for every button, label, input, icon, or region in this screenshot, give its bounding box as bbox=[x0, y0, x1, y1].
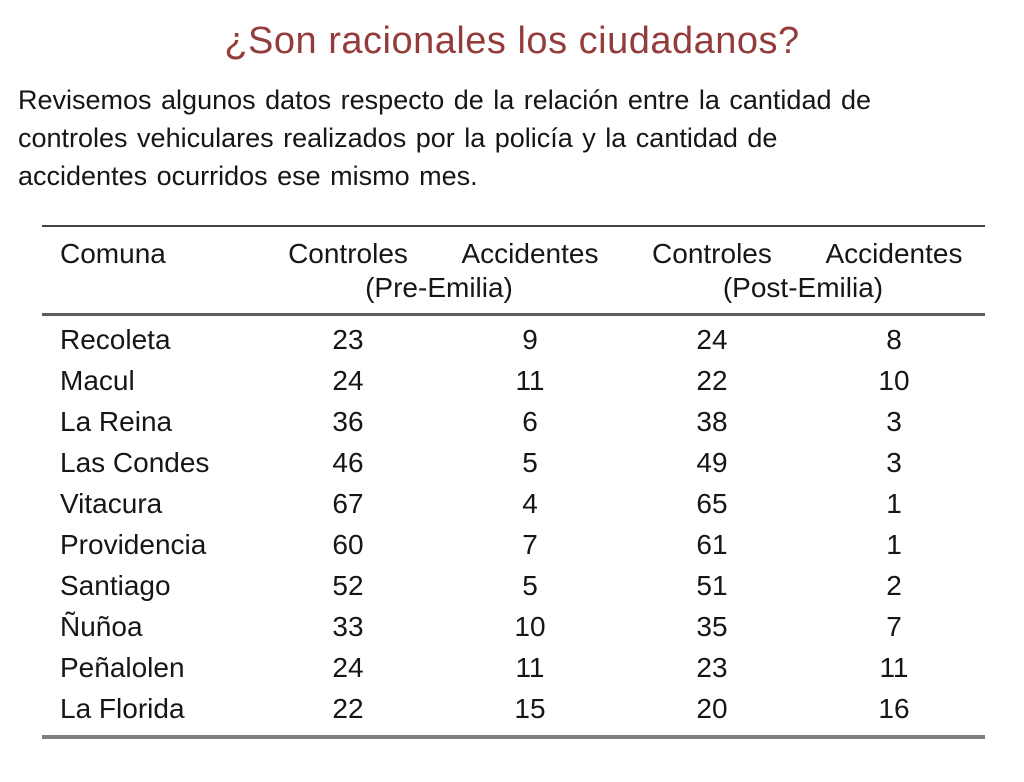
intro-line: Revisemos algunos datos respecto de la r… bbox=[18, 85, 872, 115]
comuna-cell: Macul bbox=[60, 365, 135, 396]
slide: ¿Son racionales los ciudadanos? Revisemo… bbox=[0, 20, 1024, 782]
value-cell: 16 bbox=[802, 688, 985, 739]
value-cell: 65 bbox=[696, 488, 728, 519]
value-cell: 60 bbox=[332, 529, 364, 560]
value-cell: 22 bbox=[257, 688, 439, 739]
value-cell: 1 bbox=[886, 488, 902, 519]
group-header-pre-emilia: (Pre-Emilia) bbox=[257, 271, 621, 316]
col-header-comuna: Comuna bbox=[42, 225, 257, 271]
value-cell: 11 bbox=[515, 652, 545, 683]
value-cell: 24 bbox=[332, 365, 364, 396]
value-cell: 11 bbox=[515, 365, 545, 396]
value-cell: 49 bbox=[696, 447, 728, 478]
table-header-row: Comuna Controles Accidentes Controles Ac… bbox=[42, 225, 985, 271]
value-cell: 10 bbox=[878, 365, 910, 396]
intro-line: accidentes ocurridos ese mismo mes. bbox=[18, 161, 478, 191]
value-cell: 2 bbox=[886, 570, 902, 601]
col-header-accidentes-pre: Accidentes bbox=[438, 225, 621, 271]
table-subheader-row: (Pre-Emilia) (Post-Emilia) bbox=[42, 271, 985, 316]
value-cell: 7 bbox=[522, 529, 538, 560]
value-cell: 8 bbox=[886, 324, 902, 355]
value-cell: 3 bbox=[886, 447, 902, 478]
comuna-cell: Las Condes bbox=[60, 447, 210, 478]
comuna-cell: Peñalolen bbox=[60, 652, 185, 683]
comuna-cell: Recoleta bbox=[60, 324, 171, 355]
col-header-controles-post: Controles bbox=[620, 225, 803, 271]
table-row: Providencia 60 7 61 1 bbox=[42, 524, 985, 565]
comuna-cell: La Reina bbox=[60, 406, 173, 437]
value-cell: 46 bbox=[332, 447, 364, 478]
value-cell: 6 bbox=[522, 406, 538, 437]
value-cell: 24 bbox=[332, 652, 364, 683]
slide-title: ¿Son racionales los ciudadanos? bbox=[224, 20, 800, 62]
comuna-cell: Santiago bbox=[60, 570, 171, 601]
value-cell: 7 bbox=[886, 611, 902, 642]
table-row: Recoleta 23 9 24 8 bbox=[42, 315, 985, 361]
comuna-cell: Vitacura bbox=[60, 488, 163, 519]
value-cell: 67 bbox=[332, 488, 364, 519]
comuna-cell: Ñuñoa bbox=[60, 611, 143, 642]
intro-line: controles vehiculares realizados por la … bbox=[18, 123, 778, 153]
value-cell: 15 bbox=[438, 688, 621, 739]
col-header-controles-pre: Controles bbox=[257, 225, 439, 271]
table-row: La Reina 36 6 38 3 bbox=[42, 401, 985, 442]
col-header-accidentes-post: Accidentes bbox=[802, 225, 985, 271]
value-cell: 11 bbox=[879, 652, 909, 683]
value-cell: 61 bbox=[696, 529, 728, 560]
value-cell: 5 bbox=[522, 447, 538, 478]
data-table: Comuna Controles Accidentes Controles Ac… bbox=[42, 225, 985, 739]
table-row: Las Condes 46 5 49 3 bbox=[42, 442, 985, 483]
table-row: Ñuñoa 33 10 35 7 bbox=[42, 606, 985, 647]
table-container: Comuna Controles Accidentes Controles Ac… bbox=[42, 225, 985, 739]
value-cell: 1 bbox=[886, 529, 902, 560]
value-cell: 5 bbox=[522, 570, 538, 601]
value-cell: 9 bbox=[522, 324, 538, 355]
value-cell: 38 bbox=[696, 406, 728, 437]
value-cell: 3 bbox=[886, 406, 902, 437]
value-cell: 52 bbox=[332, 570, 364, 601]
value-cell: 24 bbox=[696, 324, 728, 355]
group-header-post-emilia: (Post-Emilia) bbox=[620, 271, 985, 316]
value-cell: 4 bbox=[522, 488, 538, 519]
table-row: La Florida 22 15 20 16 bbox=[42, 688, 985, 739]
comuna-cell: Providencia bbox=[60, 529, 207, 560]
value-cell: 33 bbox=[332, 611, 364, 642]
value-cell: 36 bbox=[332, 406, 364, 437]
subheader-empty bbox=[42, 271, 257, 316]
value-cell: 23 bbox=[332, 324, 364, 355]
value-cell: 23 bbox=[696, 652, 728, 683]
value-cell: 10 bbox=[514, 611, 546, 642]
value-cell: 22 bbox=[696, 365, 728, 396]
value-cell: 35 bbox=[696, 611, 728, 642]
table-row: Santiago 52 5 51 2 bbox=[42, 565, 985, 606]
table-row: Vitacura 67 4 65 1 bbox=[42, 483, 985, 524]
value-cell: 51 bbox=[696, 570, 728, 601]
comuna-cell: La Florida bbox=[42, 688, 257, 739]
table-row: Peñalolen 24 11 23 11 bbox=[42, 647, 985, 688]
value-cell: 20 bbox=[620, 688, 803, 739]
table-row: Macul 24 11 22 10 bbox=[42, 360, 985, 401]
intro-paragraph: Revisemos algunos datos respecto de la r… bbox=[18, 81, 1010, 195]
